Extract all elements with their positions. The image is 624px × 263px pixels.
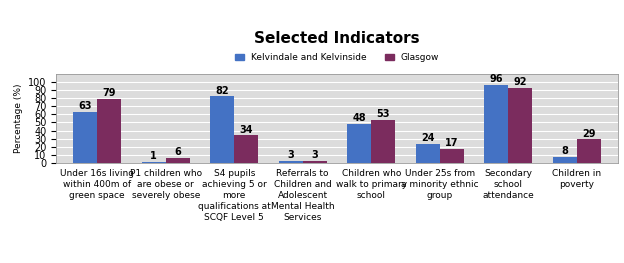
Text: 24: 24 [421, 133, 434, 143]
Bar [142, 162, 166, 163]
Text: 17: 17 [445, 138, 459, 148]
Text: 53: 53 [376, 109, 390, 119]
Text: 34: 34 [240, 125, 253, 135]
Bar [508, 88, 532, 163]
Text: 96: 96 [489, 74, 503, 84]
Text: 6: 6 [174, 147, 181, 157]
Bar [210, 97, 234, 163]
Text: 1: 1 [150, 151, 157, 161]
Bar [553, 156, 577, 163]
Bar [577, 139, 601, 163]
Y-axis label: Percentage (%): Percentage (%) [14, 84, 22, 153]
Bar [371, 120, 395, 163]
Text: 82: 82 [215, 85, 229, 95]
Legend: Kelvindale and Kelvinside, Glasgow: Kelvindale and Kelvinside, Glasgow [235, 53, 439, 62]
Text: 63: 63 [79, 101, 92, 111]
Bar [279, 161, 303, 163]
Bar [347, 124, 371, 163]
Text: 29: 29 [582, 129, 595, 139]
Bar [484, 85, 508, 163]
Text: 3: 3 [288, 150, 294, 160]
Text: 92: 92 [514, 78, 527, 88]
Text: 48: 48 [353, 113, 366, 123]
Bar [166, 158, 190, 163]
Title: Selected Indicators: Selected Indicators [254, 31, 420, 46]
Bar [97, 99, 121, 163]
Text: 79: 79 [102, 88, 116, 98]
Bar [440, 149, 464, 163]
Bar [234, 135, 258, 163]
Bar [303, 161, 327, 163]
Bar [416, 144, 440, 163]
Text: 8: 8 [561, 146, 568, 156]
Bar [73, 112, 97, 163]
Text: 3: 3 [311, 150, 318, 160]
